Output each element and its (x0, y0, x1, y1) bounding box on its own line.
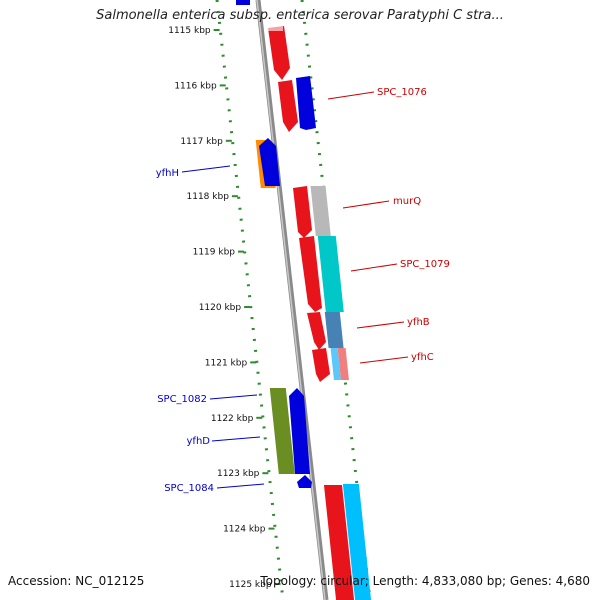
tick-label: 1124 kbp (223, 525, 266, 535)
accession-text: Accession: NC_012125 (8, 574, 145, 588)
gene-label-spc-1082[interactable]: SPC_1082 (157, 394, 207, 405)
gene-feature-pink (337, 348, 349, 380)
gene-label-murq[interactable]: murQ (393, 196, 421, 207)
tick-labels: 1115 kbp 1116 kbp 1117 kbp 1118 kbp 1119 kbp… (168, 26, 281, 590)
gene-feature-blue (236, 0, 250, 5)
backbone (255, 0, 329, 600)
gene-feature-highlight (268, 25, 283, 31)
gene-label-spc-1079[interactable]: SPC_1079 (400, 259, 450, 270)
gene-feature-red (278, 80, 298, 132)
tick-label: 1120 kbp (199, 303, 242, 313)
tick-label: 1117 kbp (180, 137, 223, 147)
gene-feature-blue (296, 76, 316, 130)
gene-feature-blue (259, 138, 280, 186)
gene-feature-red (307, 312, 326, 350)
tick-label: 1122 kbp (211, 414, 254, 424)
gene-label-yfhh[interactable]: yfhH (156, 168, 179, 179)
backbone-highlight (256, 0, 326, 600)
gene-label-spc-1076[interactable]: SPC_1076 (377, 87, 427, 98)
tick-label: 1123 kbp (217, 469, 260, 479)
tick-label: 1121 kbp (205, 358, 248, 368)
gene-feature-red (299, 236, 322, 312)
gene-feature-cyan (342, 484, 372, 600)
gene-label-yfhd[interactable]: yfhD (187, 436, 211, 447)
gene-features (236, 0, 372, 600)
gene-label-yfhc[interactable]: yfhC (411, 352, 434, 363)
gene-feature-red (323, 485, 355, 600)
gene-feature-olive (269, 388, 295, 474)
gc-track-right (300, 0, 372, 600)
gene-feature-red (293, 186, 312, 238)
gene-feature-lightblue (330, 348, 341, 380)
label-leaders (181, 91, 409, 489)
gene-labels: SPC_1076 yfhH murQ SPC_1079 yfhB yfhC SP… (156, 87, 450, 494)
gene-label-yfhb[interactable]: yfhB (407, 317, 430, 328)
gene-feature-blue (297, 475, 312, 488)
gene-feature-blue (289, 388, 310, 474)
gene-feature-steelblue (324, 312, 344, 348)
map-title: Salmonella enterica subsp. enterica sero… (96, 8, 504, 23)
gene-feature-cyan (317, 236, 344, 312)
gene-label-spc-1084[interactable]: SPC_1084 (164, 483, 214, 494)
gene-feature-red (268, 26, 290, 80)
tick-label: 1125 kbp (229, 580, 272, 590)
gene-feature-grey (310, 186, 331, 236)
genome-summary-text: Topology: circular; Length: 4,833,080 bp… (260, 574, 590, 588)
tick-label: 1119 kbp (193, 248, 236, 258)
gene-feature-red (312, 348, 330, 382)
tick-label: 1116 kbp (174, 81, 217, 91)
gc-track-left (215, 0, 285, 600)
tick-label: 1115 kbp (168, 26, 211, 36)
tick-label: 1118 kbp (187, 192, 230, 202)
